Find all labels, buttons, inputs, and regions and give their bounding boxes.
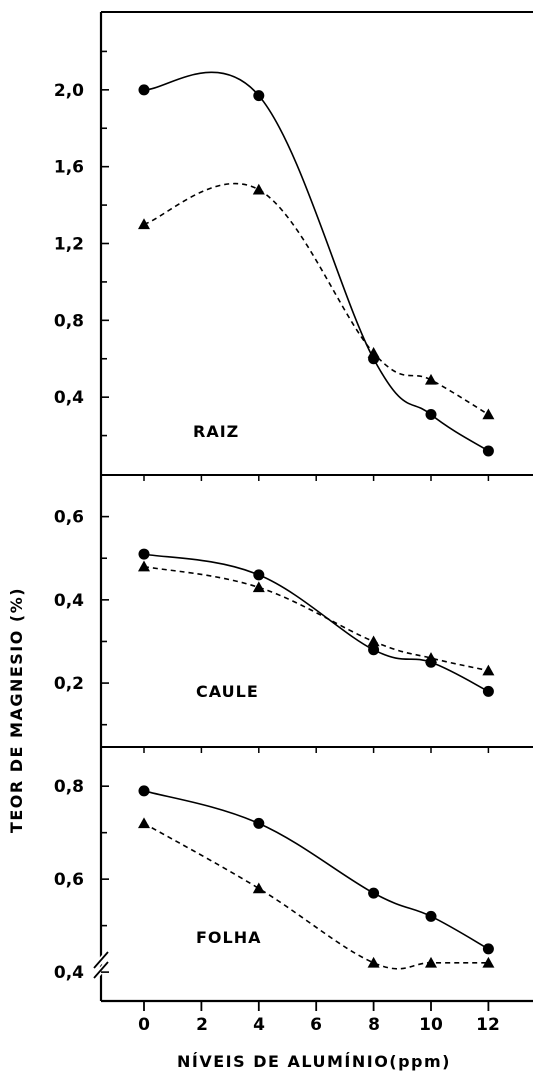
circle-point (482, 685, 494, 697)
x-tick-label: 10 (419, 1015, 443, 1035)
triangle-point (425, 652, 437, 663)
circle-point (368, 887, 380, 899)
circle-point (482, 943, 494, 955)
x-tick-label: 8 (368, 1015, 380, 1035)
panel-folha: FOLHA 0,4 0,6 0,8 (54, 777, 495, 983)
y-tick-label: 0,8 (54, 777, 84, 797)
triangle-point (367, 346, 380, 358)
y-tick-label: 0,4 (54, 591, 84, 611)
y-tick-label: 0,6 (54, 870, 84, 890)
x-tick-label: 12 (476, 1015, 500, 1035)
chart-frame (93, 11, 533, 1011)
circle-point (253, 569, 265, 581)
panel-caule: CAULE 0,2 0,4 0,6 (54, 508, 495, 726)
solid-curve (143, 790, 489, 950)
y-tick-label: 1,6 (54, 158, 84, 178)
triangle-point (482, 956, 495, 968)
y-tick-label: 2,0 (54, 81, 84, 101)
axis-break-icon (93, 951, 109, 979)
circle-point (138, 548, 150, 560)
triangle-point (252, 882, 265, 894)
triangle-point (252, 183, 265, 195)
dashed-curve (143, 565, 489, 672)
triangle-point (138, 560, 150, 572)
triangle-point (138, 817, 150, 829)
x-tick-label: 0 (138, 1015, 150, 1035)
triangle-point (425, 956, 437, 968)
x-tick-label: 2 (196, 1015, 208, 1035)
circle-point (368, 644, 380, 656)
triangle-point (252, 581, 265, 593)
x-axis-ticks: 0 2 4 6 8 10 12 (138, 1015, 500, 1035)
circle-point (138, 84, 150, 96)
triangle-point (482, 408, 495, 420)
circle-point (425, 910, 437, 922)
y-tick-label: 0,8 (54, 311, 84, 331)
y-tick-label: 0,2 (54, 674, 84, 694)
panel-raiz: RAIZ 0,4 0,8 1,2 1,6 2,0 (54, 50, 495, 457)
triangle-point (367, 635, 380, 647)
panel-label-raiz: RAIZ (193, 422, 239, 441)
triangle-point (482, 664, 495, 676)
triangle-point (425, 373, 437, 385)
y-tick-label: 0,6 (54, 508, 84, 528)
panel-label-caule: CAULE (196, 682, 259, 701)
x-tick-label: 6 (310, 1015, 322, 1035)
circle-point (138, 785, 150, 797)
circle-point (253, 90, 265, 102)
triangle-point (138, 218, 150, 230)
y-tick-label: 1,2 (54, 235, 84, 255)
panel-label-folha: FOLHA (196, 928, 262, 947)
dashed-curve (143, 182, 489, 416)
y-tick-label: 0,4 (54, 963, 84, 983)
y-axis-title: TEOR DE MAGNESIO (%) (7, 587, 26, 833)
x-tick-label: 4 (253, 1015, 265, 1035)
triangle-point (367, 956, 380, 968)
circle-point (482, 445, 494, 457)
circle-point (253, 817, 265, 829)
y-tick-label: 0,4 (54, 388, 84, 408)
circle-point (425, 408, 437, 420)
dashed-curve (143, 822, 489, 970)
solid-curve (143, 553, 489, 693)
x-axis-title: NÍVEIS DE ALUMÍNIO(ppm) (177, 1052, 451, 1071)
